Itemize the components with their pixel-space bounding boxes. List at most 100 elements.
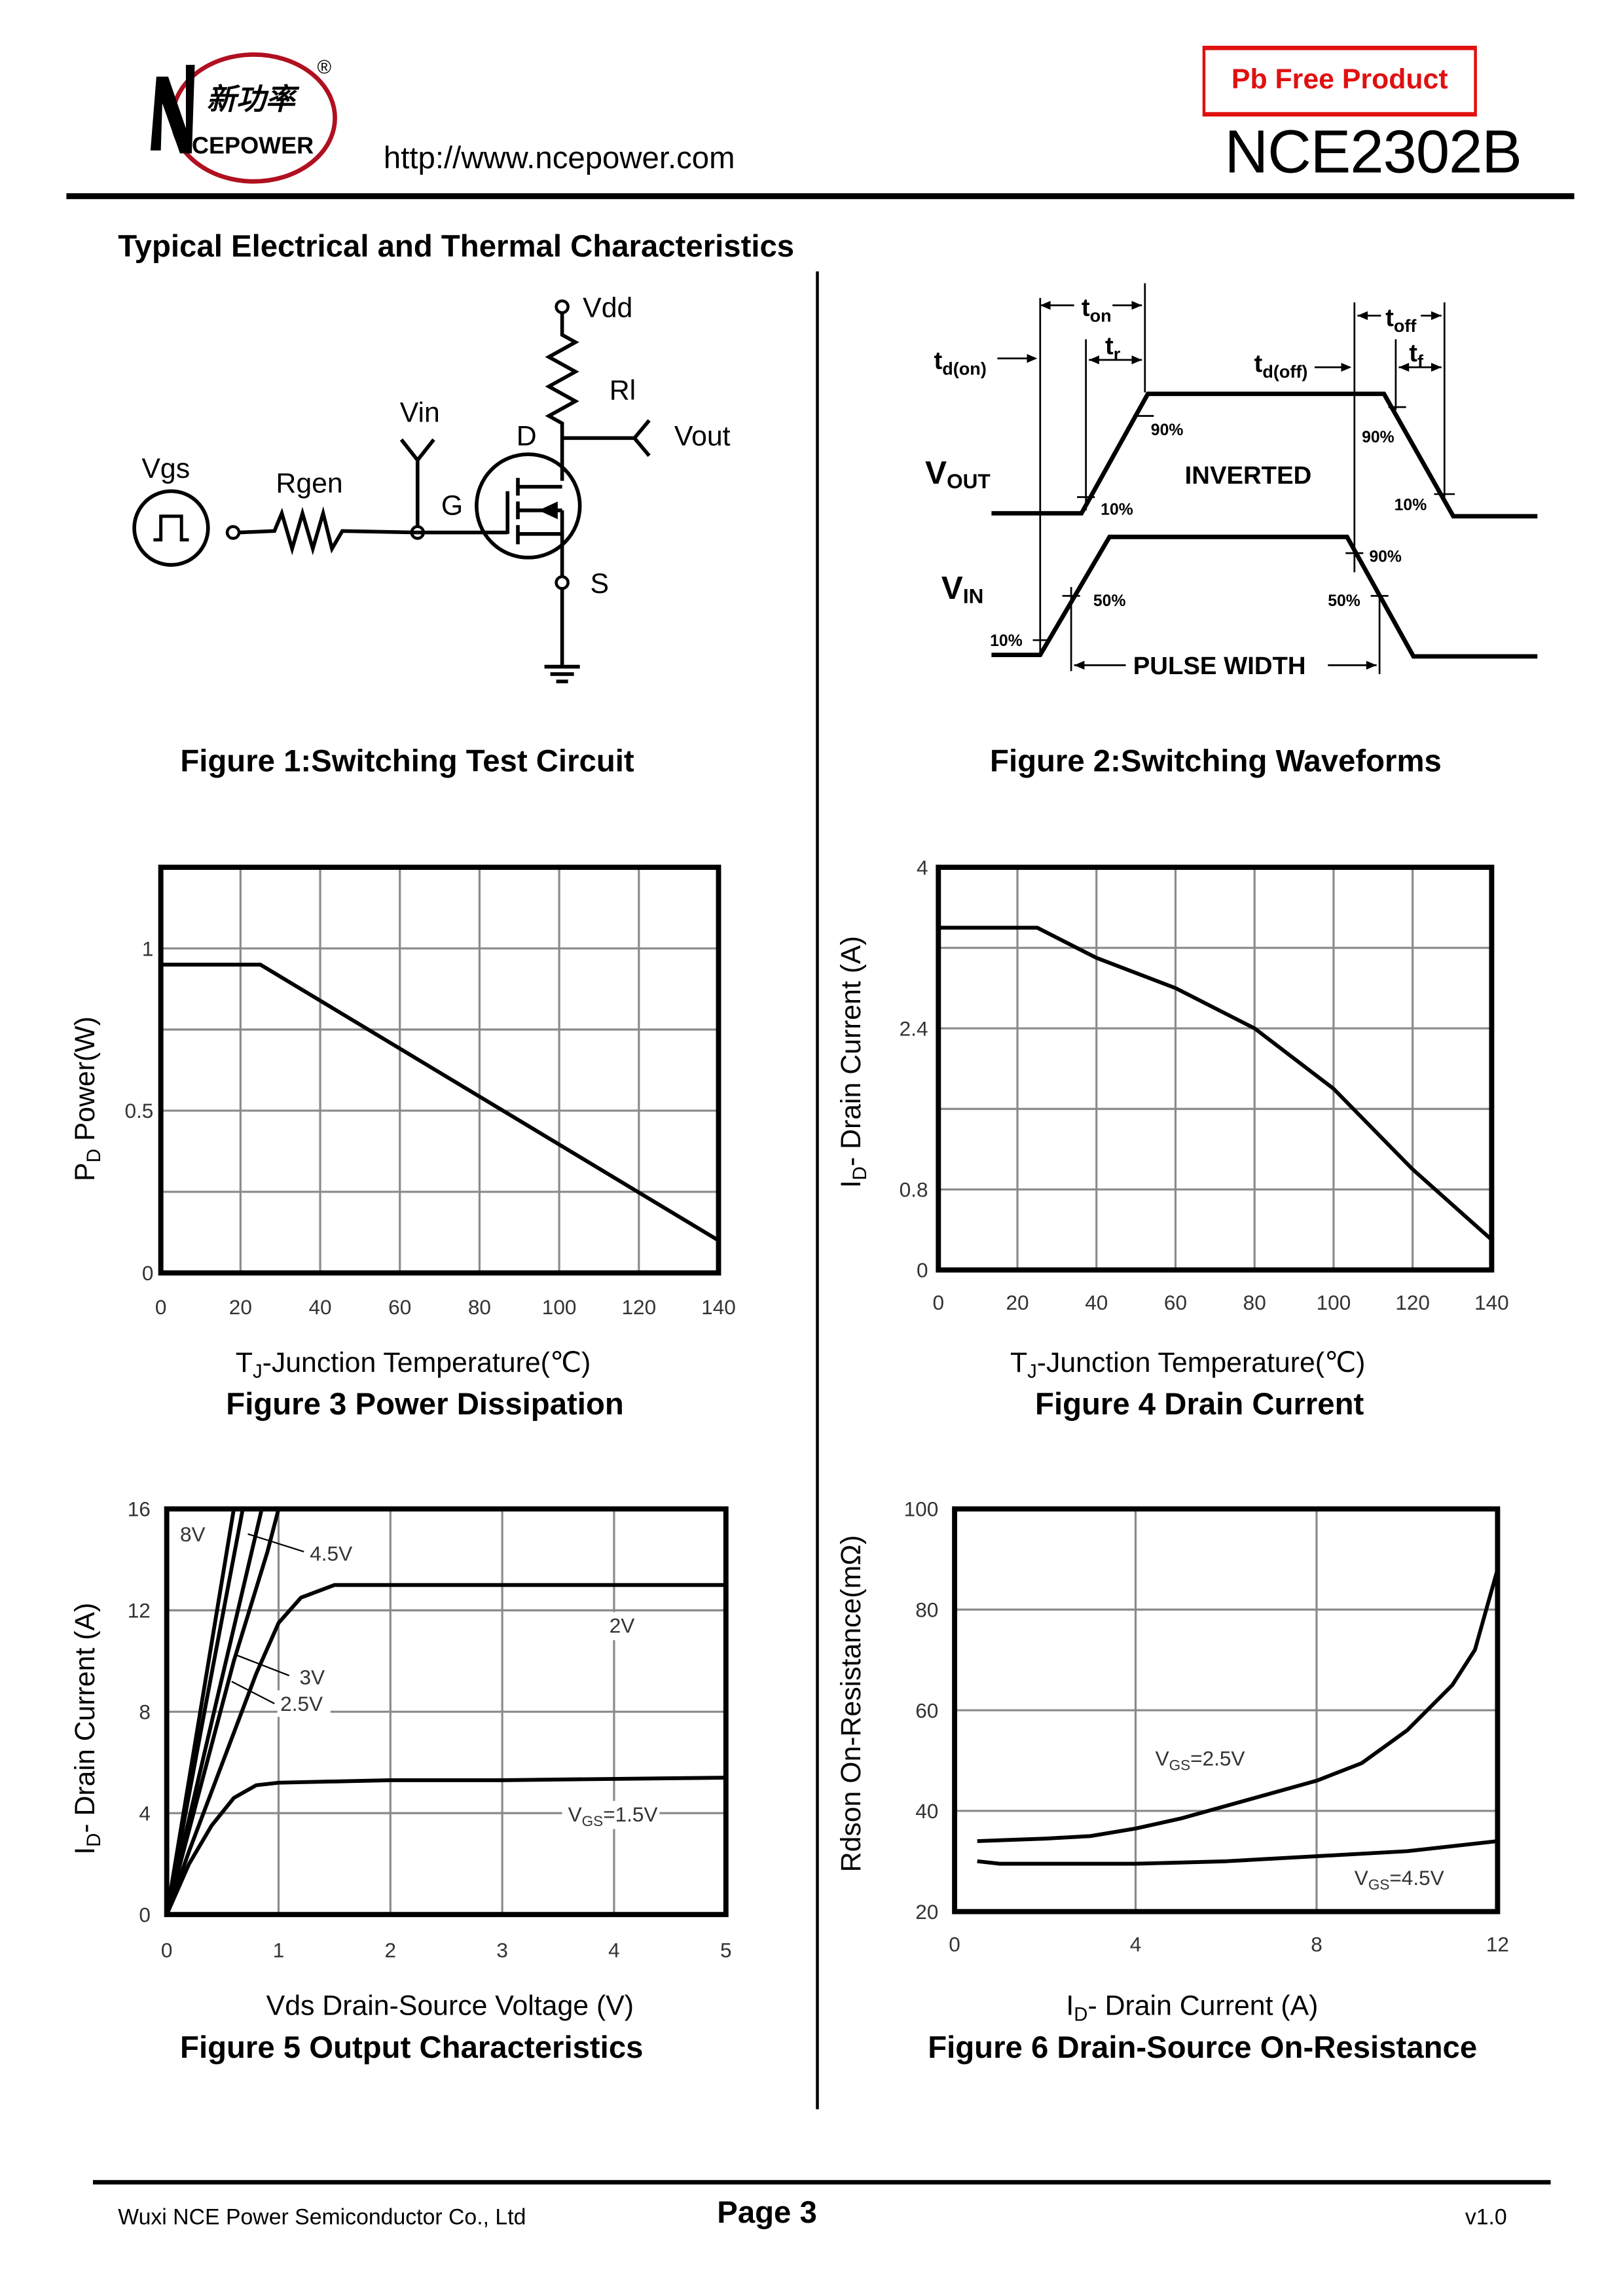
x-tick-label: 40 [308, 1295, 331, 1319]
x-tick-label: 140 [701, 1295, 736, 1319]
x-tick-label: 20 [229, 1295, 252, 1319]
label-vin: Vin [400, 397, 440, 429]
x-tick-label: 4 [608, 1939, 620, 1962]
label-tf: tf [1409, 339, 1424, 371]
label-rl: Rl [610, 375, 636, 406]
series-label: 4.5V [310, 1541, 352, 1565]
y-tick-label: 12 [128, 1599, 151, 1623]
series-leader-line [247, 1533, 304, 1552]
series-label: VGS=2.5V [1156, 1747, 1245, 1774]
chart-figure-6: 0 4 8 12 20 40 60 80 100 VGS=2.5V VGS=4.5V ID- Drai… [835, 1498, 1509, 2026]
label-gate: G [441, 490, 463, 522]
label-toff: toff [1385, 304, 1417, 336]
x-tick-label: 8 [1311, 1933, 1322, 1956]
label-pct: 10% [1101, 501, 1133, 519]
series-leader-line [231, 1681, 275, 1704]
svg-text:CEPOWER: CEPOWER [192, 132, 314, 158]
plot-frame [936, 865, 1495, 1273]
y-tick-label: 2.4 [900, 1016, 928, 1040]
x-tick-label: 100 [1317, 1291, 1351, 1314]
page-number: Page 3 [717, 2196, 817, 2231]
footer-company: Wuxi NCE Power Semiconductor Co., Ltd [118, 2205, 526, 2231]
y-tick-label: 40 [915, 1799, 938, 1823]
x-tick-label: 20 [1006, 1291, 1029, 1314]
label-vin-wave: VIN [941, 569, 984, 608]
label-background [277, 1690, 331, 1717]
label-pulse-width: PULSE WIDTH [1133, 652, 1306, 680]
series-line [166, 1583, 726, 1915]
series-leader-line [236, 1654, 290, 1677]
x-tick-label: 3 [496, 1939, 508, 1962]
circuit-labels: Vdd Rl Vin Vout D G S Vgs Rgen [141, 293, 730, 600]
series-line [166, 1509, 264, 1915]
part-number: NCE2302B [1224, 118, 1522, 186]
svg-text:新功率: 新功率 [207, 82, 300, 116]
series-line [166, 1509, 281, 1915]
y-tick-label: 0 [917, 1259, 928, 1282]
y-tick-label: 60 [915, 1698, 938, 1722]
y-axis-label: PD Power(W) [69, 1016, 105, 1181]
label-pct: 50% [1093, 592, 1126, 610]
series-line [938, 925, 1492, 1242]
series-line [160, 962, 719, 1242]
series-label: 3V [299, 1666, 325, 1689]
document-version: v1.0 [1465, 2205, 1507, 2231]
label-background [562, 1801, 660, 1829]
x-tick-label: 1 [273, 1939, 285, 1962]
y-tick-label: 0.8 [900, 1178, 928, 1202]
series-line [166, 1509, 245, 1915]
label-background [603, 1612, 635, 1641]
label-td-off: td(off) [1254, 350, 1308, 382]
plot-frame [952, 1506, 1501, 1914]
label-source: S [590, 568, 609, 600]
label-td-on: td(on) [934, 346, 987, 378]
svg-text:®: ® [318, 57, 332, 79]
website-url[interactable]: http://www.ncepower.com [383, 141, 735, 176]
x-tick-label: 4 [1130, 1933, 1142, 1956]
x-tick-label: 2 [385, 1939, 397, 1962]
x-tick-label: 100 [542, 1295, 577, 1319]
y-tick-label: 80 [915, 1598, 938, 1622]
figure1-caption: Figure 1:Switching Test Circuit [180, 745, 634, 779]
chart-figure-3: 0 20 40 60 80 100 120 140 0 0.5 1 TJ-Junction Tempe… [69, 865, 736, 1382]
x-tick-label: 60 [388, 1295, 411, 1319]
label-pct: 90% [1362, 429, 1395, 446]
y-tick-label: 8 [139, 1700, 151, 1724]
y-tick-label: 4 [917, 855, 928, 879]
label-pct: 90% [1151, 422, 1184, 439]
figure5-caption: Figure 5 Output Characteristics [180, 2031, 644, 2066]
figure4-caption: Figure 4 Drain Current [1035, 1388, 1364, 1422]
pb-free-badge: Pb Free Product [1202, 45, 1477, 117]
figure6-caption: Figure 6 Drain-Source On-Resistance [928, 2031, 1478, 2066]
label-background [306, 1539, 360, 1567]
label-pct: 10% [1395, 497, 1427, 514]
label-tr: tr [1105, 332, 1121, 364]
x-tick-label: 0 [155, 1295, 167, 1319]
y-axis-label: ID- Drain Current (A) [69, 1603, 105, 1855]
series-line [977, 1568, 1498, 1843]
plot-frame [164, 1506, 729, 1918]
x-tick-label: 40 [1085, 1291, 1108, 1314]
x-tick-label: 0 [161, 1939, 173, 1962]
y-tick-label: 1 [142, 937, 154, 960]
ncepower-logo: 新功率 CEPOWER ® [150, 52, 337, 184]
x-axis-label: Vds Drain-Source Voltage (V) [266, 1990, 634, 2021]
footer-divider [92, 2179, 1551, 2185]
header-divider [66, 193, 1575, 200]
figure3-caption: Figure 3 Power Dissipation [226, 1388, 624, 1422]
plot-frame [158, 865, 721, 1276]
waveform-labels: ton tr td(on) td(off) toff tf VOUT VIN I… [925, 293, 1427, 680]
label-vgs: Vgs [141, 453, 190, 484]
label-pct: 90% [1369, 548, 1402, 566]
x-tick-label: 12 [1486, 1933, 1509, 1956]
x-axis-label: TJ-Junction Temperature(℃) [1010, 1347, 1365, 1382]
chart-figure-4: 0 20 40 60 80 100 120 140 0 0.8 2.4 4 TJ-Junction Te… [835, 855, 1509, 1382]
label-drain: D [517, 421, 537, 452]
x-axis-label: ID- Drain Current (A) [1066, 1990, 1318, 2025]
label-rgen: Rgen [276, 468, 342, 499]
y-axis-label: ID- Drain Current (A) [835, 936, 871, 1188]
